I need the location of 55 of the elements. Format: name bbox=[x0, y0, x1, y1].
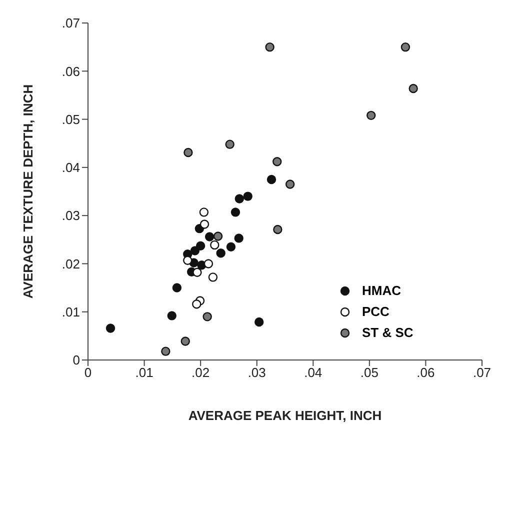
point bbox=[243, 192, 252, 201]
y-tick-label: .04 bbox=[62, 160, 80, 176]
point bbox=[226, 242, 236, 252]
point bbox=[184, 148, 193, 158]
point bbox=[210, 240, 220, 250]
x-tick-label: .03 bbox=[248, 365, 266, 380]
point bbox=[266, 174, 276, 184]
point bbox=[106, 324, 116, 333]
x-tick-label: .04 bbox=[304, 365, 322, 380]
x-tick-label: .06 bbox=[416, 365, 435, 380]
point bbox=[208, 272, 218, 282]
x-tick-label: 0 bbox=[84, 365, 92, 380]
y-tick-label: .06 bbox=[62, 64, 80, 79]
point bbox=[204, 259, 214, 268]
point bbox=[192, 300, 202, 309]
point bbox=[254, 317, 264, 327]
point bbox=[230, 208, 240, 217]
y-tick-label: .07 bbox=[62, 16, 80, 31]
point bbox=[172, 283, 182, 292]
point bbox=[366, 110, 376, 120]
point bbox=[213, 232, 223, 241]
point bbox=[265, 42, 274, 52]
point bbox=[234, 234, 244, 243]
x-axis-title: AVERAGE PEAK HEIGHT, INCH bbox=[188, 408, 382, 423]
point bbox=[234, 194, 244, 204]
point bbox=[200, 220, 210, 229]
y-tick-label: 0 bbox=[72, 352, 80, 368]
point bbox=[285, 180, 295, 189]
point bbox=[272, 157, 282, 166]
point bbox=[196, 241, 206, 250]
y-tick-label: .03 bbox=[62, 208, 80, 224]
y-tick-label: .01 bbox=[62, 304, 80, 320]
x-tick-label: .01 bbox=[135, 365, 154, 380]
legend-label: HMAC bbox=[362, 283, 401, 298]
point bbox=[225, 140, 234, 149]
y-axis-title: AVERAGE TEXTURE DEPTH, INCH bbox=[20, 84, 36, 299]
point bbox=[192, 268, 202, 277]
x-tick-label: .05 bbox=[360, 365, 378, 380]
point bbox=[273, 224, 282, 234]
point bbox=[199, 208, 209, 217]
y-tick-label: .05 bbox=[62, 112, 80, 127]
point bbox=[400, 42, 410, 52]
point bbox=[190, 246, 200, 256]
legend-label: PCC bbox=[362, 304, 390, 319]
point bbox=[216, 248, 226, 258]
x-tick-label: .07 bbox=[472, 365, 492, 380]
y-tick-label: .02 bbox=[62, 256, 80, 272]
point bbox=[167, 311, 176, 320]
legend-label: ST & SC bbox=[362, 325, 414, 340]
point bbox=[202, 312, 212, 322]
point bbox=[180, 336, 190, 346]
x-tick-label: .02 bbox=[192, 365, 210, 380]
point bbox=[204, 232, 214, 242]
point bbox=[161, 346, 170, 356]
point bbox=[408, 84, 418, 94]
